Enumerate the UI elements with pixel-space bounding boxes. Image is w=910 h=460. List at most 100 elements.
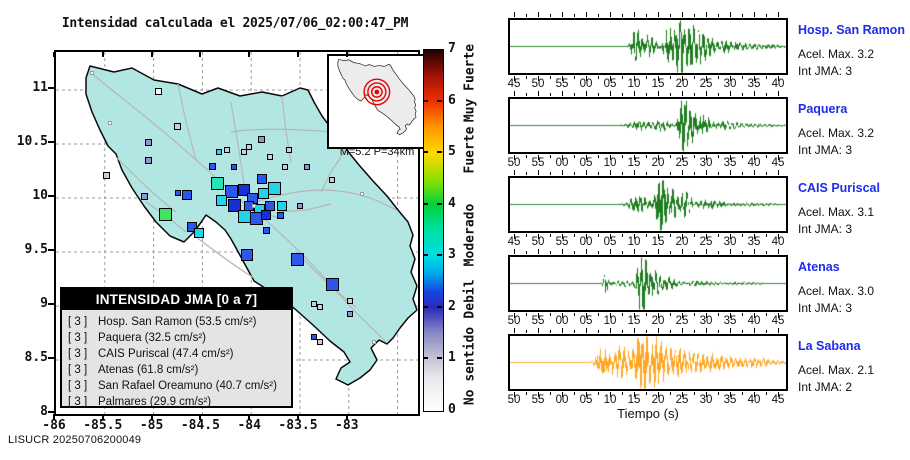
panel-tick [730, 91, 731, 96]
int-jma-label: Int JMA: 2 [798, 380, 853, 394]
panel-tick [646, 313, 647, 316]
panel-tick [598, 234, 599, 237]
panel-tick [586, 234, 587, 239]
panel-tick [610, 328, 611, 333]
panel-tick-label: 10 [627, 78, 641, 90]
panel-tick-label: 50 [531, 236, 545, 248]
intensity-marker [145, 139, 153, 147]
axis-tick [101, 414, 104, 420]
intensity-marker [310, 334, 317, 341]
panel-tick [742, 76, 743, 79]
panel-tick [538, 392, 539, 397]
intensity-marker [346, 310, 353, 317]
panel-tick [562, 76, 563, 81]
jma-value: [ 3 ] [68, 380, 88, 392]
panel-tick-label: 45 [507, 236, 521, 248]
panel-tick [550, 14, 551, 17]
panel-frame [508, 18, 788, 75]
panel-tick [682, 170, 683, 175]
panel-tick [586, 392, 587, 397]
panel-tick [730, 170, 731, 175]
panel-tick [778, 170, 779, 175]
seismo-panel: CAIS Puriscal Acel. Max. 3.1 Int JMA: 3 … [508, 170, 910, 254]
panel-tick [622, 313, 623, 316]
intensity-marker [316, 338, 323, 345]
panel-tick [610, 234, 611, 239]
panel-tick [658, 12, 659, 17]
acel-max-label: Acel. Max. 3.0 [798, 284, 875, 298]
x-axis-tick-label: -85 [139, 418, 164, 433]
panel-tick-label: 35 [723, 394, 737, 406]
panel-tick [598, 172, 599, 175]
road-network [89, 71, 397, 343]
panel-tick [646, 234, 647, 237]
axis-tick [53, 52, 55, 57]
panel-tick [694, 76, 695, 79]
panel-frame [508, 334, 788, 391]
panel-frame [508, 97, 788, 154]
panel-tick [754, 91, 755, 96]
panel-tick [730, 313, 731, 318]
intensity-marker [264, 200, 275, 211]
panel-tick [718, 76, 719, 79]
panel-tick [754, 328, 755, 333]
panel-tick-label: 05 [603, 236, 617, 248]
panel-tick [658, 249, 659, 254]
colorbar-tick [423, 202, 428, 205]
panel-tick [778, 313, 779, 318]
station-label: Paquera (32.5 cm/s²) [98, 332, 207, 344]
panel-tick [754, 249, 755, 254]
panel-tick [562, 234, 563, 239]
panel-tick [526, 392, 527, 395]
panel-tick [682, 328, 683, 333]
intensity-marker [215, 148, 222, 155]
panel-tick-label: 40 [747, 315, 761, 327]
axis-tick [150, 414, 153, 420]
panel-tick-label: 30 [699, 157, 713, 169]
panel-tick [754, 76, 755, 81]
panel-tick [622, 234, 623, 237]
panel-tick-label: 30 [723, 236, 737, 248]
panel-tick [706, 234, 707, 239]
panel-tick-label: 00 [579, 236, 593, 248]
intensity-marker [263, 226, 271, 234]
intensity-marker [372, 339, 377, 344]
panel-tick [658, 91, 659, 96]
panel-tick-label: 45 [771, 315, 785, 327]
panel-tick [550, 392, 551, 395]
panel-tick [598, 155, 599, 158]
panel-tick [514, 12, 515, 17]
panel-tick [658, 392, 659, 397]
axis-tick [48, 411, 54, 413]
axis-tick [150, 52, 153, 57]
panel-tick [514, 155, 515, 160]
panel-tick [586, 91, 587, 96]
panel-tick [538, 249, 539, 254]
panel-tick-label: 55 [555, 78, 569, 90]
panel-tick [730, 328, 731, 333]
panel-tick [730, 249, 731, 254]
panel-tick-label: 50 [531, 78, 545, 90]
panel-tick [514, 170, 515, 175]
panel-tick [766, 330, 767, 333]
panel-tick [646, 251, 647, 254]
panel-tick [754, 12, 755, 17]
panel-tick [514, 249, 515, 254]
intensity-marker [141, 193, 149, 201]
panel-tick [778, 249, 779, 254]
int-jma-label: Int JMA: 3 [798, 143, 853, 157]
panel-tick [706, 12, 707, 17]
panel-tick [694, 313, 695, 316]
panel-tick [742, 313, 743, 316]
panel-tick [670, 392, 671, 395]
panel-tick [694, 155, 695, 158]
panel-tick [682, 76, 683, 81]
panel-tick-label: 20 [675, 236, 689, 248]
panel-tick [538, 91, 539, 96]
panel-tick [610, 91, 611, 96]
panel-tick [526, 76, 527, 79]
panel-tick-label: 20 [651, 315, 665, 327]
panel-tick [586, 76, 587, 81]
panel-tick [634, 392, 635, 397]
panel-tick-label: 05 [603, 78, 617, 90]
